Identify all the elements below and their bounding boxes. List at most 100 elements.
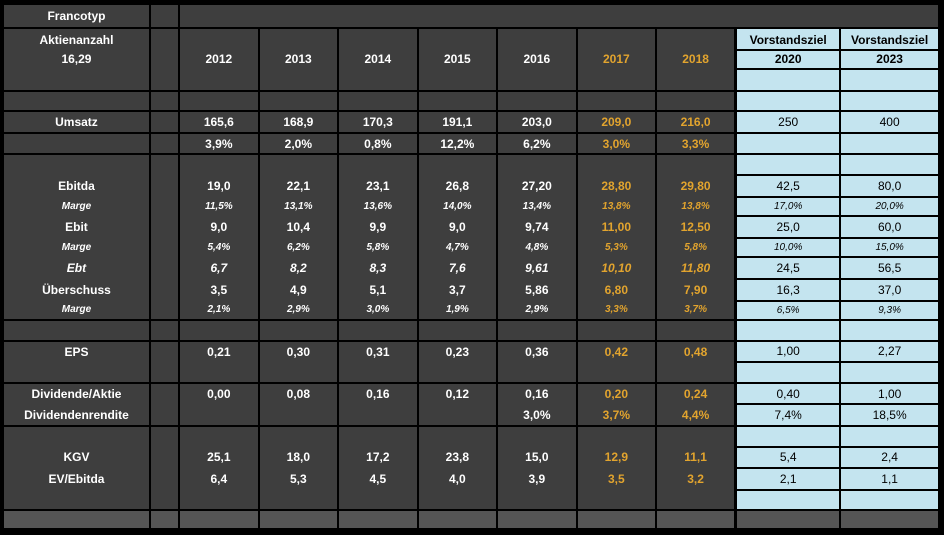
- cell[interactable]: [337, 510, 419, 530]
- cell[interactable]: [337, 362, 419, 384]
- target-cell-kgv-2023[interactable]: 2,4: [839, 445, 940, 470]
- row-label-cell[interactable]: [2, 510, 151, 530]
- company-name-cell[interactable]: Francotyp: [2, 3, 151, 29]
- target-cell-ebit-marge-2020[interactable]: 10,0%: [734, 236, 842, 259]
- row-label-umsatz[interactable]: Umsatz: [2, 111, 151, 134]
- year-header-2012[interactable]: 2012: [178, 27, 260, 92]
- cell-dividendenrendite-2012[interactable]: [178, 404, 260, 428]
- cell-ebit-2016[interactable]: 9,74: [496, 216, 578, 238]
- target-cell-ebitda-2023[interactable]: 80,0: [839, 174, 940, 198]
- cell-dividendenrendite-2015[interactable]: [416, 404, 499, 428]
- row-label-ebit[interactable]: Ebit: [2, 216, 151, 238]
- cell-ev-ebitda-2015[interactable]: 4,0: [416, 468, 499, 490]
- cell[interactable]: [416, 154, 499, 175]
- target-cell-ueberschuss-2023[interactable]: 37,0: [839, 277, 940, 302]
- cell-ebit-marge-2018[interactable]: 5,8%: [655, 237, 737, 258]
- target-cell-ueberschuss-marge-2020[interactable]: 6,5%: [734, 299, 842, 322]
- cell-kgv-2014[interactable]: 17,2: [337, 446, 419, 469]
- cell-ev-ebitda-2017[interactable]: 3,5: [575, 468, 658, 490]
- cell-ebt-2016[interactable]: 9,61: [496, 257, 578, 279]
- cell-ueberschuss-marge-2016[interactable]: 2,9%: [496, 300, 578, 322]
- cell-ev-ebitda-2016[interactable]: 3,9: [496, 468, 578, 490]
- cell[interactable]: [178, 154, 260, 175]
- spacer-cell[interactable]: [148, 3, 181, 29]
- cell[interactable]: [257, 489, 340, 512]
- row-label-kgv[interactable]: KGV: [2, 446, 151, 469]
- cell-ebit-marge-2017[interactable]: 5,3%: [575, 237, 658, 258]
- target-cell-eps-2023[interactable]: 2,27: [839, 339, 940, 364]
- target-cell-ebit-2020[interactable]: 25,0: [734, 215, 842, 239]
- spacer-cell[interactable]: [148, 237, 181, 258]
- target-cell-ebitda-marge-2023[interactable]: 20,0%: [839, 195, 940, 218]
- cell-umsatz-wachstum-2017[interactable]: 3,0%: [575, 132, 658, 156]
- cell[interactable]: [337, 154, 419, 175]
- cell-ebit-2015[interactable]: 9,0: [416, 216, 499, 238]
- cell-ueberschuss-2015[interactable]: 3,7: [416, 278, 499, 301]
- target-cell-kgv-2020[interactable]: 5,4: [734, 445, 842, 470]
- cell-ueberschuss-2012[interactable]: 3,5: [178, 278, 260, 301]
- cell[interactable]: [575, 154, 658, 175]
- target-cell-dividendenrendite-2023[interactable]: 18,5%: [839, 403, 940, 428]
- cell[interactable]: [575, 489, 658, 512]
- cell[interactable]: [337, 489, 419, 512]
- target-cell[interactable]: [839, 89, 940, 113]
- cell-eps-2013[interactable]: 0,30: [257, 340, 340, 363]
- row-label-ev-ebitda[interactable]: EV/Ebitda: [2, 468, 151, 490]
- cell-ueberschuss-2014[interactable]: 5,1: [337, 278, 419, 301]
- row-label-umsatz-wachstum[interactable]: [2, 132, 151, 156]
- shares-cell[interactable]: Aktienanzahl 16,29: [2, 27, 151, 92]
- cell[interactable]: [178, 90, 260, 113]
- cell-ueberschuss-marge-2014[interactable]: 3,0%: [337, 300, 419, 322]
- cell[interactable]: [655, 362, 737, 384]
- target-cell-ebt-2020[interactable]: 24,5: [734, 256, 842, 280]
- cell[interactable]: [416, 489, 499, 512]
- cell-ebt-2012[interactable]: 6,7: [178, 257, 260, 279]
- cell[interactable]: [496, 426, 578, 447]
- target-cell[interactable]: [839, 153, 940, 176]
- cell-dividendenrendite-2018[interactable]: 4,4%: [655, 404, 737, 428]
- cell[interactable]: [496, 489, 578, 512]
- cell-umsatz-2015[interactable]: 191,1: [416, 111, 499, 134]
- cell-kgv-2015[interactable]: 23,8: [416, 446, 499, 469]
- cell-dividendenrendite-2016[interactable]: 3,0%: [496, 404, 578, 428]
- cell-dividende-aktie-2014[interactable]: 0,16: [337, 382, 419, 405]
- spacer-cell[interactable]: [148, 175, 181, 197]
- cell[interactable]: [416, 90, 499, 113]
- target-cell[interactable]: [734, 361, 842, 384]
- cell-ebit-marge-2015[interactable]: 4,7%: [416, 237, 499, 258]
- cell-eps-2014[interactable]: 0,31: [337, 340, 419, 363]
- cell-umsatz-2014[interactable]: 170,3: [337, 111, 419, 134]
- cell[interactable]: [655, 90, 737, 113]
- cell[interactable]: [496, 90, 578, 113]
- cell-dividendenrendite-2014[interactable]: [337, 404, 419, 428]
- row-label-cell[interactable]: [2, 320, 151, 342]
- cell[interactable]: [178, 320, 260, 342]
- cell-ebitda-marge-2014[interactable]: 13,6%: [337, 196, 419, 217]
- cell-ebitda-2017[interactable]: 28,80: [575, 175, 658, 197]
- cell[interactable]: [496, 154, 578, 175]
- year-header-2018[interactable]: 2018: [655, 27, 737, 92]
- cell-umsatz-wachstum-2015[interactable]: 12,2%: [416, 132, 499, 156]
- cell[interactable]: [655, 320, 737, 342]
- cell[interactable]: [416, 510, 499, 530]
- cell-umsatz-wachstum-2016[interactable]: 6,2%: [496, 132, 578, 156]
- spacer-cell[interactable]: [148, 111, 181, 134]
- cell-ebitda-2012[interactable]: 19,0: [178, 175, 260, 197]
- target-cell-umsatz-wachstum-2023[interactable]: [839, 131, 940, 156]
- spacer-cell[interactable]: [148, 27, 181, 92]
- target-cell-ebitda-marge-2020[interactable]: 17,0%: [734, 195, 842, 218]
- target-cell-ebit-2023[interactable]: 60,0: [839, 215, 940, 239]
- cell-ebit-2017[interactable]: 11,00: [575, 216, 658, 238]
- spacer-cell[interactable]: [148, 362, 181, 384]
- cell[interactable]: [655, 154, 737, 175]
- cell-dividende-aktie-2012[interactable]: 0,00: [178, 382, 260, 405]
- cell[interactable]: [257, 154, 340, 175]
- target-cell[interactable]: [839, 319, 940, 342]
- cell-dividende-aktie-2018[interactable]: 0,24: [655, 382, 737, 405]
- cell[interactable]: [416, 362, 499, 384]
- cell-eps-2016[interactable]: 0,36: [496, 340, 578, 363]
- cell-umsatz-wachstum-2018[interactable]: 3,3%: [655, 132, 737, 156]
- cell[interactable]: [575, 362, 658, 384]
- row-label-ueberschuss-marge[interactable]: Marge: [2, 300, 151, 322]
- cell-ueberschuss-marge-2013[interactable]: 2,9%: [257, 300, 340, 322]
